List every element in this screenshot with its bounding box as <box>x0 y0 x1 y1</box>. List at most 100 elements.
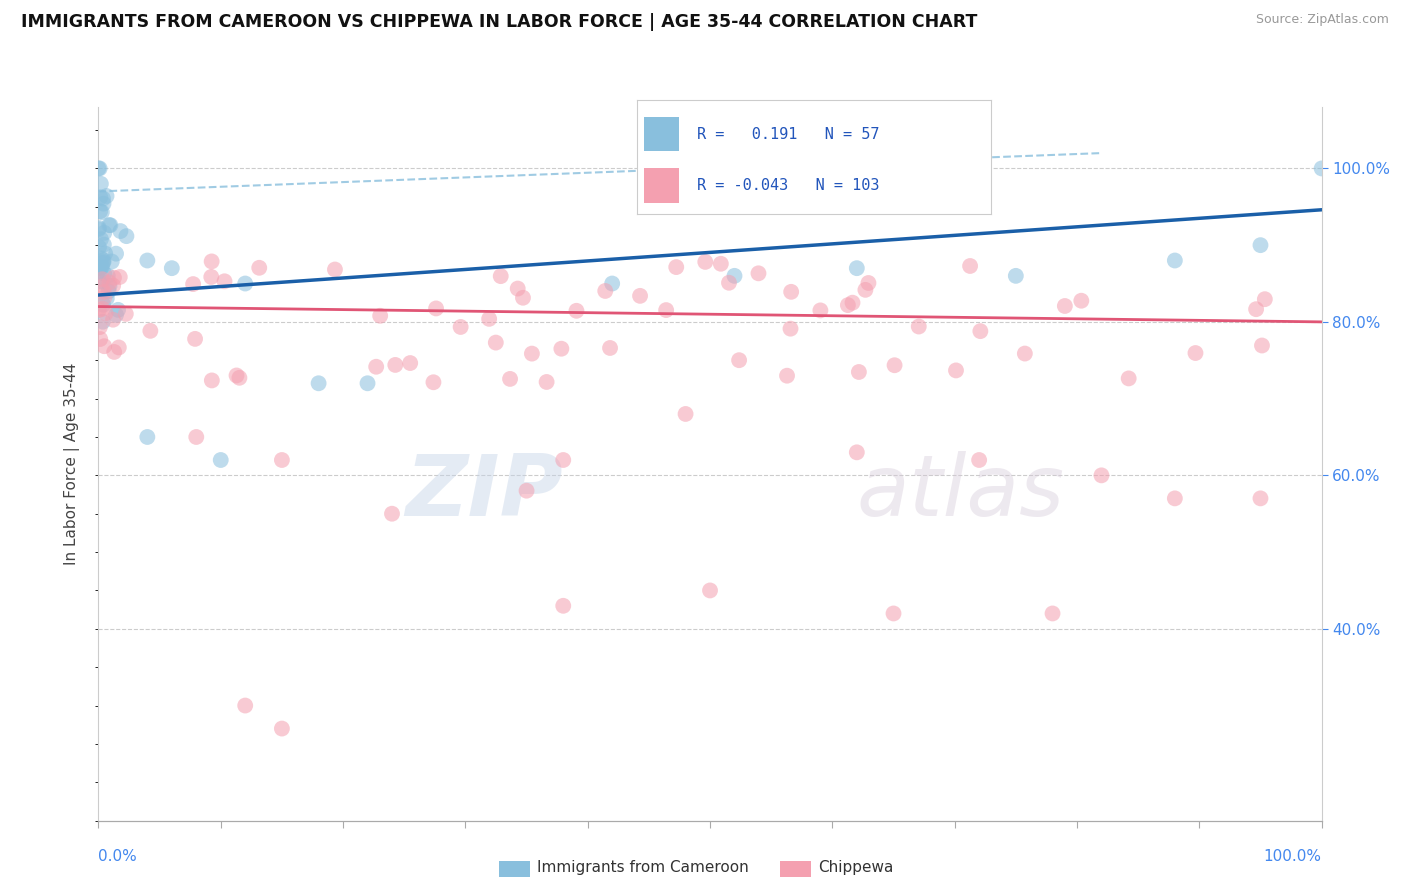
Point <box>565 303 588 318</box>
Point <box>90 275 112 289</box>
Point <box>499 372 522 386</box>
Point <box>101 278 124 293</box>
Point <box>1118 371 1140 385</box>
Point <box>384 358 406 372</box>
Point <box>550 342 572 356</box>
Point <box>1164 253 1187 268</box>
Point <box>93 237 115 252</box>
Point <box>90 252 112 266</box>
Point <box>93 285 115 299</box>
Point <box>553 453 575 467</box>
Point <box>695 255 717 269</box>
Point <box>93 226 115 240</box>
Point <box>699 583 721 598</box>
Point <box>1251 338 1274 352</box>
Point <box>91 315 114 329</box>
Point <box>593 284 616 298</box>
Point <box>233 277 256 291</box>
Point <box>841 295 863 310</box>
Point <box>808 303 831 318</box>
Point <box>837 298 859 312</box>
Point <box>87 302 110 317</box>
Point <box>1249 491 1271 506</box>
Point <box>967 453 990 467</box>
Point <box>139 324 162 338</box>
Point <box>89 190 111 204</box>
Point <box>90 205 112 219</box>
Point <box>98 218 121 232</box>
Point <box>478 311 501 326</box>
Point <box>723 268 745 283</box>
Point <box>485 335 508 350</box>
Point <box>201 373 224 387</box>
Point <box>308 376 330 391</box>
Point <box>855 283 877 297</box>
Point <box>94 306 117 320</box>
Point <box>747 266 769 280</box>
Point <box>381 507 404 521</box>
Point <box>945 363 967 377</box>
Point <box>91 301 114 316</box>
Point <box>1184 346 1206 360</box>
Point <box>515 483 537 498</box>
Text: Chippewa: Chippewa <box>818 861 894 875</box>
Point <box>422 376 444 390</box>
Point <box>1042 607 1064 621</box>
Point <box>536 375 558 389</box>
Text: IMMIGRANTS FROM CAMEROON VS CHIPPEWA IN LABOR FORCE | AGE 35-44 CORRELATION CHAR: IMMIGRANTS FROM CAMEROON VS CHIPPEWA IN … <box>21 13 977 31</box>
Point <box>665 260 688 274</box>
Point <box>101 312 124 326</box>
Point <box>520 346 543 360</box>
Point <box>600 277 623 291</box>
Point <box>96 291 118 305</box>
Point <box>103 345 125 359</box>
Point <box>97 284 120 298</box>
Point <box>270 453 294 467</box>
Text: 100.0%: 100.0% <box>1264 849 1322 864</box>
Point <box>89 332 111 346</box>
Point <box>89 260 111 275</box>
Point <box>628 289 651 303</box>
Point <box>233 698 256 713</box>
Point <box>110 224 132 238</box>
Point <box>1254 292 1277 306</box>
Point <box>247 260 270 275</box>
Point <box>214 274 236 288</box>
Point <box>323 262 346 277</box>
Point <box>87 161 110 176</box>
Point <box>87 221 110 235</box>
Point <box>93 255 115 269</box>
Point <box>87 240 110 254</box>
Point <box>93 196 115 211</box>
Point <box>969 324 991 338</box>
Point <box>98 218 121 232</box>
Point <box>675 407 697 421</box>
Point <box>96 189 118 203</box>
Point <box>1164 491 1187 506</box>
Point <box>98 276 121 290</box>
Point <box>780 285 803 299</box>
Y-axis label: In Labor Force | Age 35-44: In Labor Force | Age 35-44 <box>63 363 80 565</box>
Point <box>270 722 294 736</box>
Point <box>108 269 131 284</box>
Point <box>1014 346 1036 360</box>
Point <box>107 302 129 317</box>
Point <box>108 341 131 355</box>
Point <box>506 282 529 296</box>
Point <box>115 229 138 244</box>
Point <box>907 319 929 334</box>
Point <box>200 269 222 284</box>
Point <box>368 309 391 323</box>
Text: atlas: atlas <box>856 450 1064 534</box>
Point <box>1004 268 1026 283</box>
Point <box>90 232 112 246</box>
Point <box>399 356 422 370</box>
Point <box>114 307 136 321</box>
Point <box>779 321 801 335</box>
Point <box>89 204 111 219</box>
Point <box>1090 468 1112 483</box>
Point <box>1070 293 1092 308</box>
Point <box>105 308 128 322</box>
Point <box>94 246 117 260</box>
Point <box>89 161 111 176</box>
